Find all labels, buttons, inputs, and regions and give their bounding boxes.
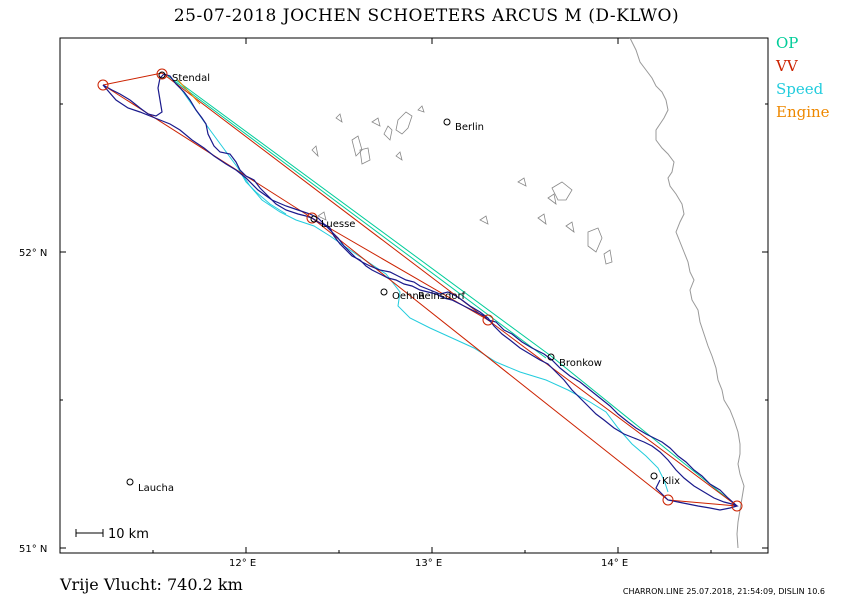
place-label-laucha: Laucha [138, 483, 174, 494]
map-frame [59, 37, 769, 554]
place-markers [126, 71, 658, 486]
flight-track-south [487, 319, 738, 507]
place-label-luesse: Luesse [321, 219, 355, 230]
place-label-stendal: Stendal [172, 73, 210, 84]
lon-label-14: 14° E [601, 558, 628, 569]
place-label-klix: Klix [662, 476, 680, 487]
scale-label: 10 km [108, 527, 149, 542]
speed-trace-branch [237, 167, 287, 215]
lakes [311, 105, 613, 265]
place-label-oehna: Oehna [392, 291, 425, 302]
flight-track [102, 73, 739, 511]
speed-trace [175, 81, 669, 493]
lat-label-51: 51° N [19, 544, 47, 555]
lat-label-52: 52° N [19, 248, 47, 259]
legend-speed: Speed [776, 80, 824, 98]
axis-ticks [60, 38, 768, 553]
legend-vv: VV [776, 57, 798, 75]
scale-bar [75, 529, 104, 537]
distance-label: Vrije Vlucht: 740.2 km [60, 575, 243, 594]
flight-track-return [102, 84, 489, 321]
op-lines [167, 75, 738, 507]
lon-label-12: 12° E [229, 558, 256, 569]
vv-lines [102, 72, 738, 507]
place-label-berlin: Berlin [455, 122, 484, 133]
engine-line [177, 79, 201, 105]
place-label-reinsdorf: Reinsdorf [418, 291, 466, 302]
legend-op: OP [776, 34, 799, 52]
place-label-bronkow: Bronkow [559, 358, 602, 369]
border-line [629, 37, 745, 549]
legend-engine: Engine [776, 103, 830, 121]
lon-label-13: 13° E [415, 558, 442, 569]
map-title: 25-07-2018 JOCHEN SCHOETERS ARCUS M (D-K… [173, 6, 680, 26]
footer-info: CHARRON.LINE 25.07.2018, 21:54:09, DISLI… [622, 587, 825, 596]
